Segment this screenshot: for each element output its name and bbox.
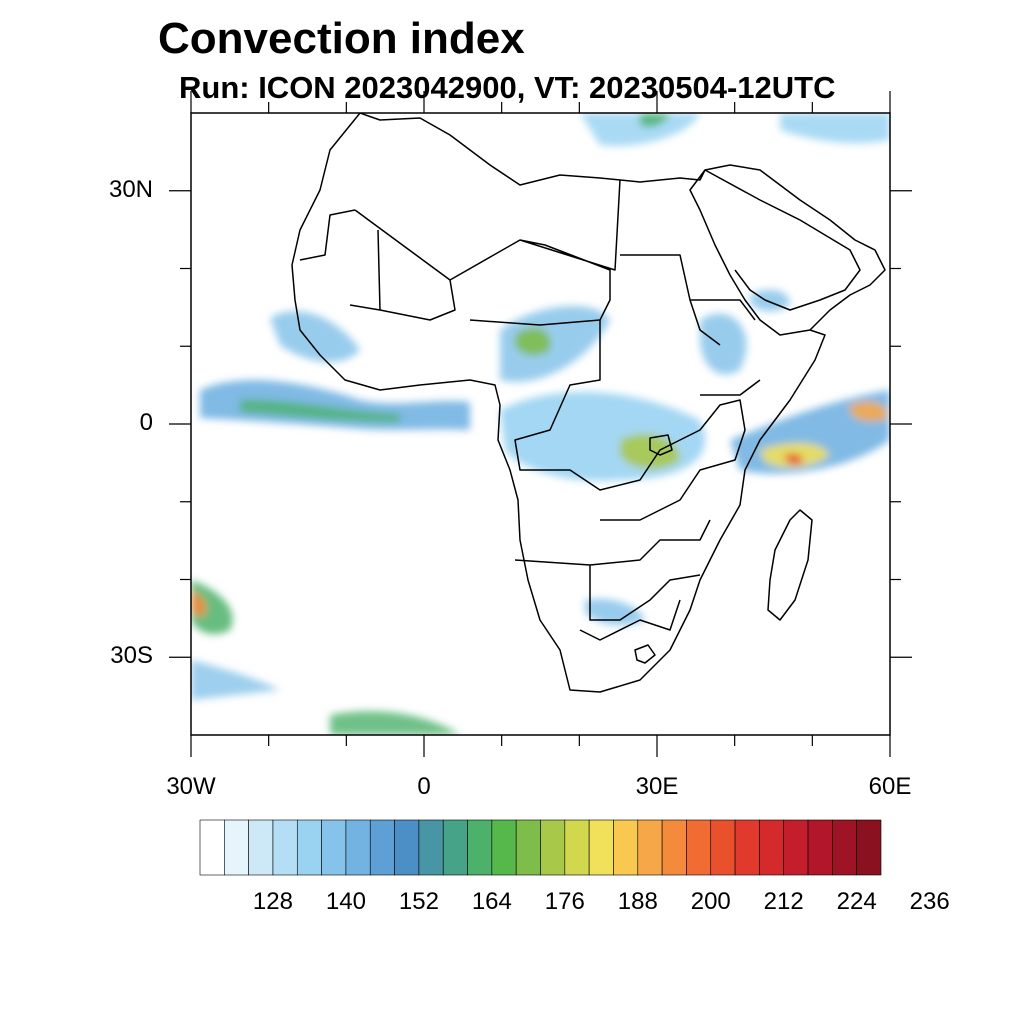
colorbar-label: 152 — [398, 888, 439, 915]
colorbar-swatch — [759, 819, 785, 876]
arabian-peninsula — [704, 169, 861, 311]
colorbar-swatch — [832, 819, 857, 876]
chart-subtitle: Run: ICON 2023042900, VT: 20230504-12UTC — [179, 70, 836, 105]
south-atlantic-band — [191, 660, 280, 700]
colorbar-swatch — [491, 819, 517, 876]
colorbar-swatch — [588, 819, 614, 876]
colorbar-swatch — [369, 819, 395, 876]
lon-tick-label: 60E — [868, 773, 912, 800]
colorbar-swatch — [515, 819, 541, 876]
southern-africa-cells — [585, 598, 645, 626]
lat-tick-label: 30N — [108, 175, 153, 203]
africa-coastline — [291, 113, 886, 693]
westafrica-cells — [270, 311, 360, 363]
borders-south — [514, 519, 711, 641]
lon-tick-label: 30W — [166, 773, 216, 800]
colorbar-label: 224 — [836, 888, 877, 915]
south-atlantic-southern — [330, 711, 460, 735]
colorbar — [199, 819, 882, 876]
colorbar-swatch — [296, 819, 322, 876]
lon-tick-label: 0 — [417, 773, 431, 800]
indian-ocean-east-core — [850, 401, 888, 422]
ethiopia-cells — [700, 313, 747, 375]
mediterranean-coast — [359, 113, 706, 186]
cameroon-core — [515, 327, 551, 356]
colorbar-swatch — [710, 819, 736, 876]
itcz-atlantic-band — [200, 379, 470, 430]
colorbar-swatch — [199, 819, 225, 876]
colorbar-swatch — [394, 819, 420, 876]
colorbar-swatch — [661, 819, 687, 876]
colorbar-label: 164 — [471, 888, 512, 915]
colorbar-swatch — [442, 819, 468, 876]
madagascar — [767, 509, 813, 621]
colorbar-label: 188 — [617, 888, 658, 915]
mediterranean-cells — [580, 113, 700, 146]
south-atlantic-west-peak — [191, 592, 207, 616]
colorbar-swatch — [321, 819, 347, 876]
colorbar-swatch — [418, 819, 444, 876]
lon-tick-label: 30E — [635, 773, 679, 800]
colorbar-swatch — [807, 819, 833, 876]
colorbar-swatch — [686, 819, 712, 876]
turkey-caspian-cells — [780, 113, 890, 144]
colorbar-swatch — [248, 819, 274, 876]
colorbar-swatch — [540, 819, 566, 876]
colorbar-swatch — [564, 819, 590, 876]
lat-tick-label: 0 — [139, 409, 153, 436]
mediterranean-core — [640, 113, 670, 127]
lat-tick-label: 30S — [110, 642, 153, 670]
colorbar-swatch — [345, 819, 371, 876]
colorbar-swatch — [856, 819, 882, 876]
colorbar-label: 176 — [544, 888, 585, 915]
colorbar-label: 128 — [252, 888, 293, 915]
convection-field — [191, 113, 890, 735]
colorbar-label: 140 — [325, 888, 366, 915]
colorbar-swatch — [783, 819, 809, 876]
borders-central — [469, 319, 746, 521]
colorbar-label: 200 — [690, 888, 731, 915]
indian-ocean-peak — [785, 453, 803, 465]
colorbar-swatch — [734, 819, 760, 876]
cameroon-cells — [500, 306, 610, 382]
lesotho — [634, 644, 656, 664]
colorbar-label: 236 — [909, 888, 950, 915]
colorbar-swatch — [467, 819, 493, 876]
colorbar-swatch — [272, 819, 298, 876]
colorbar-swatch — [613, 819, 639, 876]
colorbar-label: 212 — [763, 888, 804, 915]
congo-cells — [500, 391, 706, 481]
itcz-atlantic-core — [240, 399, 400, 422]
coastlines-borders — [291, 113, 886, 693]
borders-east — [620, 254, 761, 396]
borders-north — [299, 179, 621, 321]
colorbar-swatch — [224, 819, 249, 876]
colorbar-swatch — [637, 819, 663, 876]
chart-title: Convection index — [158, 14, 525, 63]
axis-ticks — [169, 91, 912, 757]
lake-victoria — [649, 434, 673, 456]
congo-core — [620, 433, 680, 470]
south-atlantic-west — [191, 580, 233, 635]
